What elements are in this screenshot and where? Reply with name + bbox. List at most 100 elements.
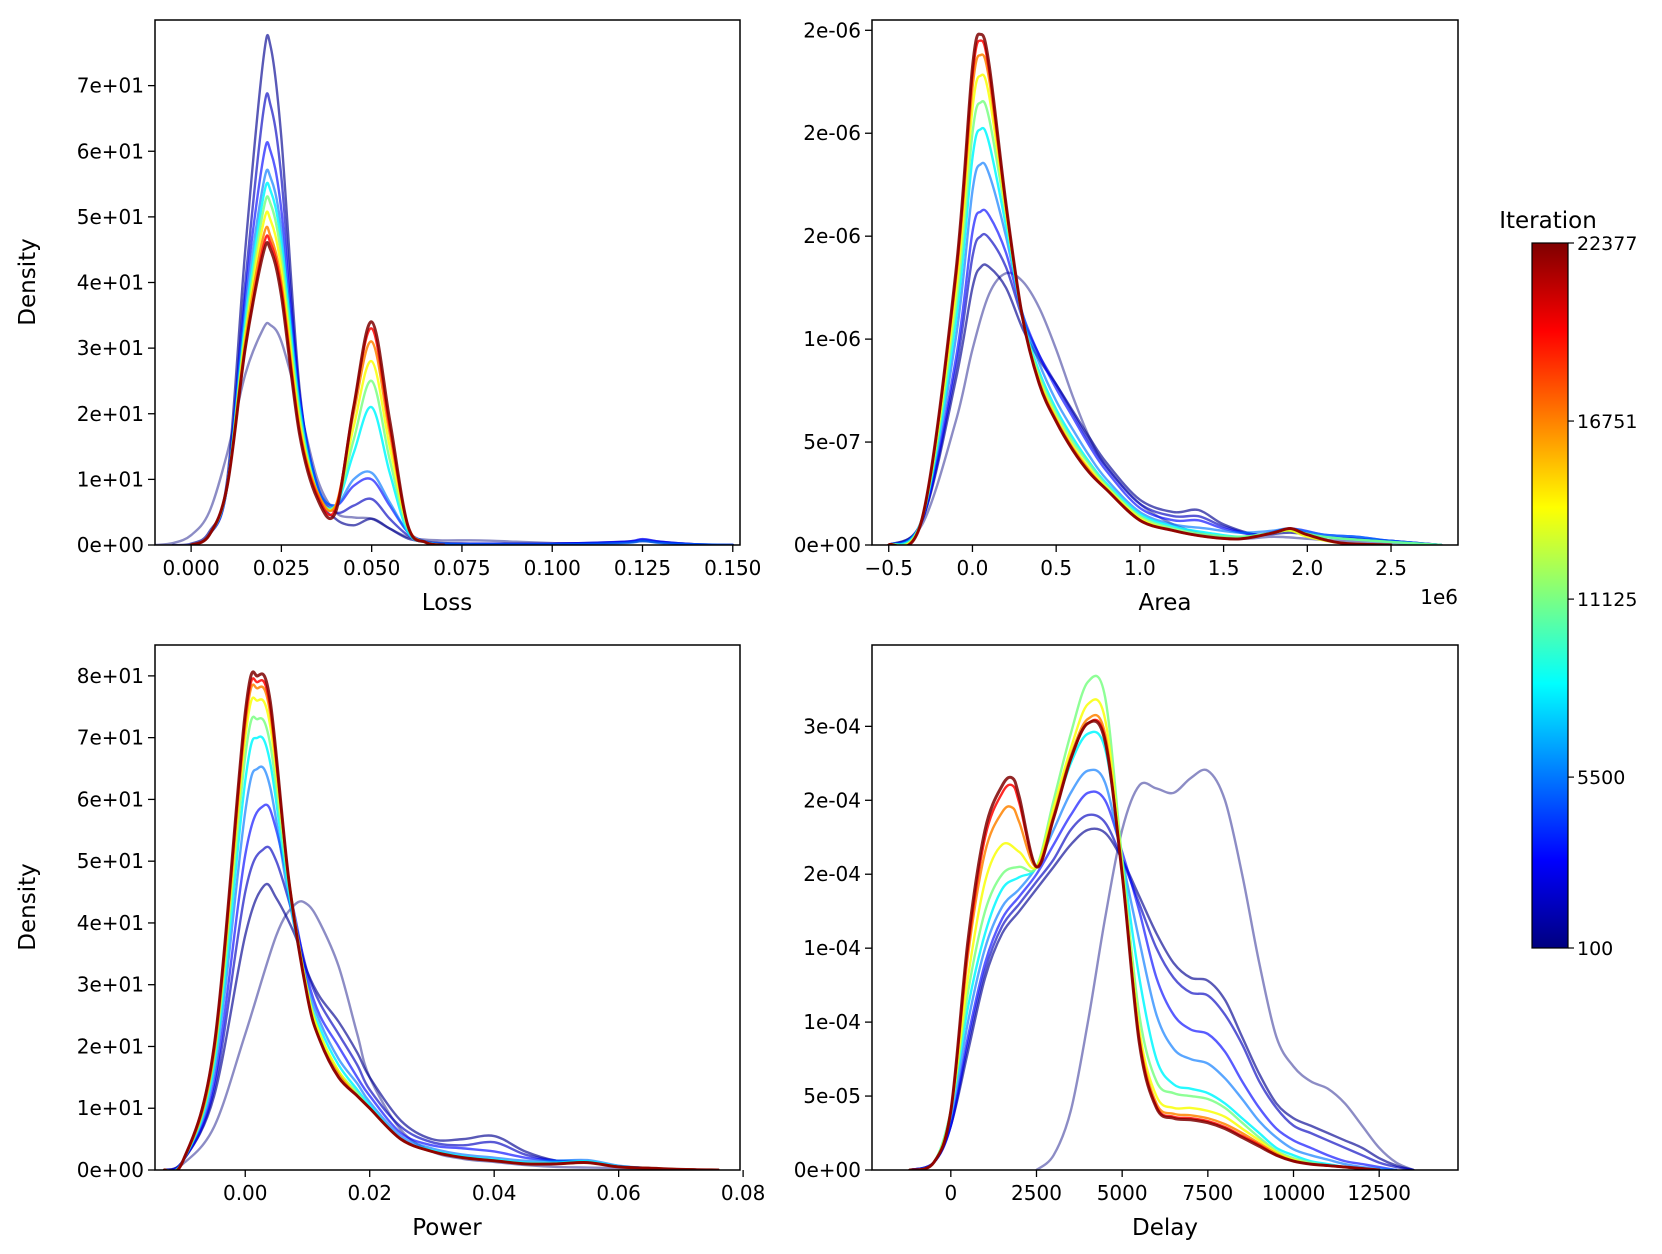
power-y-tick-label: 7e+01 [77,726,144,750]
delay-x-tick-label: 7500 [1182,1181,1233,1205]
loss-y-tick-label: 2e+01 [77,402,144,426]
area-x-tick-label: 1.0 [1124,556,1156,580]
area-x-tick-label: 0.0 [957,556,989,580]
delay-x-tick-label: 10000 [1262,1181,1326,1205]
delay-x-tick-label: 2500 [1011,1181,1062,1205]
area-x-axis-label: Area [1139,590,1192,616]
delay-y-tick-label: 3e-04 [803,714,861,738]
loss-y-tick-label: 6e+01 [77,139,144,163]
colorbar-tick-label: 5500 [1577,767,1625,789]
loss-series-line-iter-22377 [189,241,446,545]
loss-y-tick-label: 1e+01 [77,467,144,491]
delay-plot-frame [871,644,1459,1171]
loss-series-line-iter-5500 [189,168,734,545]
delay-series-line-iter-8300 [908,730,1381,1170]
power-density-panel: 0.00 0.02 0.04 0.06 0.08 0e+00 1e+01 2e+01 3e+0… [15,644,765,1241]
loss-y-tick-label: 0e+00 [77,533,144,557]
loss-x-tick-label: 0.050 [343,556,400,580]
delay-y-tick-label: 0e+00 [794,1158,861,1182]
power-y-tick-label: 4e+01 [77,911,144,935]
delay-series-line-iter-100 [1035,768,1415,1170]
power-series-line-iter-1500 [163,845,720,1170]
area-y-tick-label: 2e-06 [803,121,861,145]
area-series-line-iter-100 [887,271,1443,545]
loss-y-tick-label: 4e+01 [77,271,144,295]
delay-y-tick-label: 2e-04 [803,862,861,886]
loss-x-tick-label: 0.075 [433,556,490,580]
area-x-tick-label: 2.5 [1375,556,1407,580]
area-x-tick-label: 2.0 [1291,556,1323,580]
area-y-tick-label: 1e-06 [803,327,861,351]
power-x-tick-label: 0.02 [347,1181,392,1205]
colorbar-tick-label: 100 [1577,938,1613,960]
loss-x-axis-label: Loss [422,590,472,616]
power-y-tick-label: 2e+01 [77,1034,144,1058]
area-x-tick-label: 0.5 [1040,556,1072,580]
delay-series-line-iter-500 [908,827,1415,1170]
power-x-tick-label: 0.04 [472,1181,517,1205]
power-plot-frame [154,644,741,1171]
power-series-line-iter-100 [163,900,720,1170]
loss-y-tick-label: 5e+01 [77,205,144,229]
area-series-layer [887,32,1443,545]
area-y-ticks: 0e+00 5e-07 1e-06 2e-06 2e-06 2e-06 [794,18,872,557]
area-x-tick-label: −0.5 [864,556,913,580]
delay-y-tick-label: 1e-04 [803,1010,861,1034]
loss-series-layer [155,33,734,545]
power-x-ticks: 0.00 0.02 0.04 0.06 0.08 [223,1170,765,1205]
colorbar-tick-label: 11125 [1577,589,1637,611]
delay-x-axis-label: Delay [1132,1215,1198,1241]
delay-y-ticks: 0e+00 5e-05 1e-04 1e-04 2e-04 2e-04 3e-04 [794,714,872,1182]
power-y-tick-label: 1e+01 [77,1096,144,1120]
power-series-line-iter-5500 [163,765,720,1170]
power-y-axis-label: Density [15,863,41,950]
delay-series-line-iter-19500 [908,718,1381,1170]
delay-series-line-iter-1500 [908,813,1415,1170]
power-series-line-iter-11125 [163,715,720,1170]
area-x-tick-label: 1.5 [1208,556,1240,580]
loss-y-ticks: 0e+00 1e+01 2e+01 3e+01 4e+01 5e+01 6e+01 7e+01 [77,74,155,557]
power-y-tick-label: 6e+01 [77,787,144,811]
power-y-tick-label: 5e+01 [77,849,144,873]
delay-x-tick-label: 0 [944,1181,957,1205]
colorbar-gradient [1531,242,1569,949]
delay-x-ticks: 0 2500 5000 7500 10000 12500 [944,1170,1411,1205]
area-y-tick-label: 5e-07 [803,430,861,454]
loss-x-tick-label: 0.000 [162,556,219,580]
power-y-tick-label: 8e+01 [77,664,144,688]
loss-y-tick-label: 3e+01 [77,336,144,360]
power-y-ticks: 0e+00 1e+01 2e+01 3e+01 4e+01 5e+01 6e+01 7e+01… [77,664,155,1182]
area-series-line-iter-1500 [887,232,1443,545]
loss-x-tick-label: 0.125 [614,556,671,580]
area-y-tick-label: 2e-06 [803,18,861,42]
power-y-tick-label: 3e+01 [77,973,144,997]
delay-y-tick-label: 2e-04 [803,788,861,812]
delay-y-tick-label: 5e-05 [803,1084,861,1108]
delay-y-tick-label: 1e-04 [803,936,861,960]
power-y-tick-label: 0e+00 [77,1158,144,1182]
power-series-layer [162,670,720,1170]
iteration-colorbar: Iteration 100 5500 11125 16751 22377 [1499,208,1637,960]
loss-x-tick-label: 0.150 [704,556,761,580]
area-x-ticks: −0.5 0.0 0.5 1.0 1.5 2.0 2.5 [864,545,1407,580]
loss-density-panel: 0.000 0.025 0.050 0.075 0.100 0.125 0.150 0e+0… [15,19,761,616]
area-y-tick-label: 2e-06 [803,224,861,248]
loss-y-axis-label: Density [15,238,41,325]
delay-series-line-iter-22377 [908,719,1381,1170]
colorbar-tick-label: 16751 [1577,411,1637,433]
colorbar-title: Iteration [1499,208,1597,234]
delay-x-tick-label: 12500 [1347,1181,1411,1205]
power-x-tick-label: 0.00 [223,1181,268,1205]
delay-series-layer [908,674,1415,1170]
area-y-tick-label: 0e+00 [794,533,861,557]
area-density-panel: −0.5 0.0 0.5 1.0 1.5 2.0 2.5 0e+00 5e-07 1e-06 2e… [794,18,1459,616]
delay-series-line-iter-5500 [908,768,1398,1170]
area-plot-frame [871,19,1459,546]
loss-x-ticks: 0.000 0.025 0.050 0.075 0.100 0.125 0.150 [162,545,761,580]
power-x-axis-label: Power [412,1215,482,1241]
area-series-line-iter-22377 [887,32,1393,545]
loss-x-tick-label: 0.025 [253,556,310,580]
area-series-line-iter-500 [887,263,1443,545]
area-x-offset-label: 1e6 [1420,585,1458,609]
